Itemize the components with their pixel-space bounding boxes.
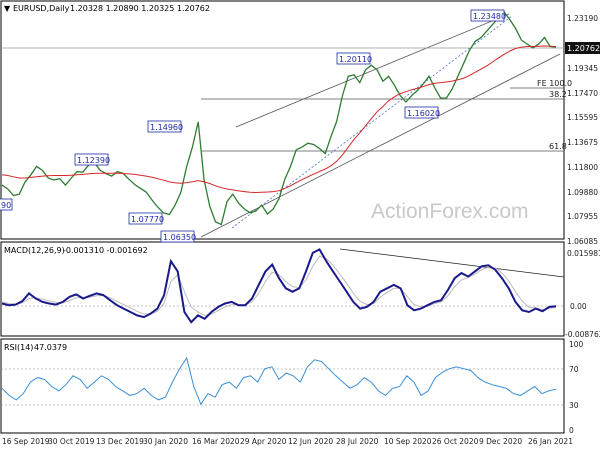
macd-main-line	[1, 248, 557, 324]
macd-values: -0.001310 -0.001692	[63, 246, 148, 255]
price-tick: 1.07955	[567, 212, 598, 221]
date-tick: 26 Oct 2020	[432, 437, 479, 446]
rsi-line	[1, 356, 557, 406]
channel-upper-line	[235, 13, 510, 128]
moving-average-line	[1, 45, 557, 194]
price-panel	[0, 0, 565, 240]
fib-levels	[201, 87, 564, 152]
date-tick: 30 Oct 2019	[48, 437, 95, 446]
date-tick: 29 Apr 2020	[240, 437, 287, 446]
fib-61-label: 61.8	[549, 142, 567, 151]
price-label-1-23480: 1.23480	[470, 9, 506, 22]
fib-38-label: 38.2	[549, 90, 567, 99]
macd-signal-line	[1, 255, 557, 316]
rsi-tick: 30	[569, 401, 579, 410]
rsi-tick: 70	[569, 365, 579, 374]
current-price-badge: 1.20762	[565, 42, 600, 54]
macd-divergence-line	[339, 248, 565, 278]
svg-text:1.06350: 1.06350	[163, 233, 196, 242]
macd-title: MACD(12,26,9)	[4, 246, 65, 255]
date-tick: 13 Dec 2019	[96, 437, 144, 446]
rsi-value: 47.0379	[34, 343, 67, 352]
svg-text:1.12390: 1.12390	[77, 156, 110, 165]
price-label-left-cut: 90	[0, 198, 13, 211]
price-tick: 1.17470	[567, 89, 598, 98]
price-label-1-06350: 1.06350	[160, 230, 196, 243]
ohlc-values: 1.20328 1.20890 1.20325 1.20762	[70, 4, 210, 13]
date-tick: 9 Dec 2020	[479, 437, 522, 446]
date-tick: 12 Jun 2020	[288, 437, 333, 446]
price-label-1-14960: 1.14960	[147, 120, 183, 133]
date-tick: 30 Jan 2020	[143, 437, 188, 446]
dotted-trend-line	[231, 15, 513, 229]
watermark: ActionForex.com	[371, 200, 529, 223]
date-x-axis: 16 Sep 2019 30 Oct 2019 13 Dec 2019 30 J…	[2, 437, 573, 446]
macd-tick: -0.008762	[565, 330, 600, 339]
svg-text:1.20762: 1.20762	[567, 44, 600, 53]
macd-panel	[0, 241, 565, 337]
svg-text:1.14960: 1.14960	[150, 123, 183, 132]
svg-text:90: 90	[1, 201, 11, 210]
date-tick: 28 Jul 2020	[336, 437, 379, 446]
date-tick: 16 Sep 2019	[2, 437, 50, 446]
price-label-1-12390: 1.12390	[74, 153, 110, 166]
price-y-axis: 1.23190 1.19345 1.17470 1.15595 1.13675 …	[567, 14, 598, 246]
macd-tick: 0.00	[570, 302, 587, 311]
price-label-1-20110: 1.20110	[336, 52, 372, 65]
svg-text:1.23480: 1.23480	[473, 12, 506, 21]
price-tick: 1.11800	[567, 163, 598, 172]
svg-text:1.16020: 1.16020	[407, 109, 440, 118]
rsi-tick: 0	[569, 426, 574, 435]
macd-tick: 0.015981	[567, 249, 600, 258]
price-title: EURUSD,Daily	[13, 4, 70, 13]
date-tick: 10 Sep 2020	[384, 437, 432, 446]
fe-100-label: FE 100.0	[537, 79, 572, 88]
svg-text:1.07770: 1.07770	[131, 215, 164, 224]
price-tick: 1.15595	[567, 113, 598, 122]
date-tick: 26 Jan 2021	[528, 437, 573, 446]
rsi-panel	[0, 338, 565, 434]
svg-text:1.20110: 1.20110	[339, 55, 372, 64]
rsi-title: RSI(14)	[4, 343, 33, 352]
rsi-tick: 100	[569, 340, 584, 349]
header-dropdown-icon[interactable]: ▼	[4, 4, 11, 13]
price-tick: 1.23190	[567, 14, 598, 23]
price-label-1-16020: 1.16020	[404, 106, 440, 119]
price-label-1-07770: 1.07770	[128, 212, 164, 225]
date-tick: 16 Mar 2020	[192, 437, 240, 446]
price-tick: 1.19345	[567, 64, 598, 73]
price-tick: 1.13675	[567, 138, 598, 147]
price-tick: 1.06085	[567, 237, 598, 246]
macd-y-axis: 0.015981 0.00 -0.008762	[565, 249, 600, 339]
rsi-y-axis: 100 70 30 0	[569, 340, 584, 435]
price-tick: 1.09880	[567, 188, 598, 197]
